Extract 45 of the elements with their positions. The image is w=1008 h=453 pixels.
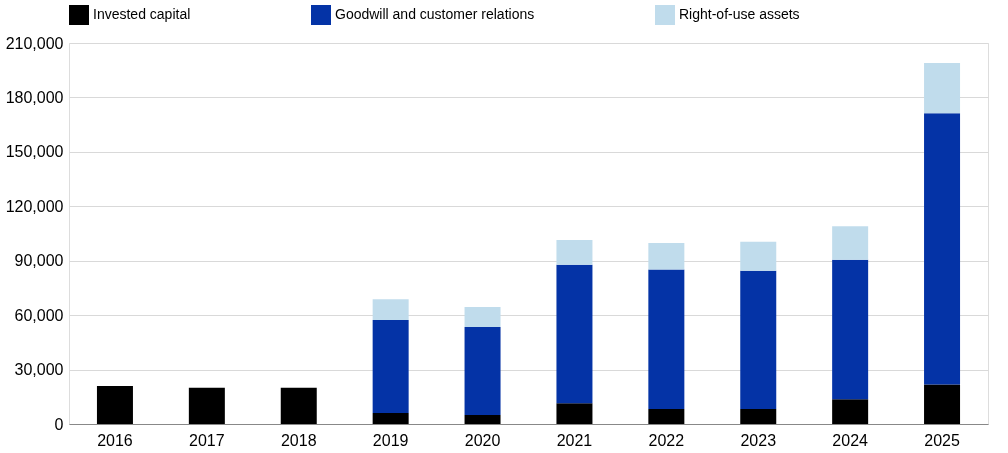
y-tick-label: 150,000 bbox=[5, 143, 64, 161]
legend-label: Invested capital bbox=[93, 6, 191, 22]
y-tick-label: 30,000 bbox=[14, 361, 64, 379]
bar bbox=[372, 320, 409, 414]
y-tick-label: 60,000 bbox=[14, 306, 64, 324]
bar bbox=[924, 384, 961, 424]
y-tick-label: 180,000 bbox=[5, 88, 64, 106]
bar bbox=[924, 62, 961, 114]
y-tick-label: 120,000 bbox=[5, 197, 64, 215]
y-tick-label: 90,000 bbox=[14, 252, 64, 270]
bar bbox=[648, 242, 685, 270]
bar bbox=[464, 306, 501, 327]
y-tick-label: 210,000 bbox=[5, 34, 64, 52]
bar bbox=[556, 240, 593, 265]
x-tick-label: 2016 bbox=[97, 431, 133, 449]
x-tick-label: 2019 bbox=[372, 431, 409, 449]
bar bbox=[648, 409, 685, 424]
bar bbox=[464, 326, 501, 415]
legend-label: Goodwill and customer relations bbox=[335, 6, 535, 22]
bar bbox=[556, 264, 593, 404]
x-tick-label: 2020 bbox=[464, 431, 501, 449]
x-tick-label: 2024 bbox=[832, 431, 869, 449]
bar bbox=[556, 403, 593, 424]
bar bbox=[740, 409, 777, 424]
legend-label: Right-of-use assets bbox=[679, 6, 800, 22]
bar bbox=[740, 241, 777, 271]
bar bbox=[740, 270, 777, 410]
bar bbox=[464, 414, 501, 424]
x-tick-label: 2025 bbox=[924, 431, 960, 449]
x-tick-label: 2021 bbox=[556, 431, 593, 449]
bar bbox=[832, 399, 869, 424]
bar bbox=[924, 113, 961, 385]
x-tick-label: 2018 bbox=[280, 431, 317, 449]
bar bbox=[832, 259, 869, 400]
bar bbox=[96, 385, 133, 424]
bar bbox=[372, 413, 409, 424]
bar bbox=[832, 226, 869, 260]
bar bbox=[372, 299, 409, 321]
bar bbox=[188, 387, 225, 424]
bar bbox=[280, 387, 317, 424]
x-tick-label: 2017 bbox=[189, 431, 225, 449]
y-tick-label: 0 bbox=[54, 415, 64, 433]
x-tick-label: 2022 bbox=[648, 431, 685, 449]
x-tick-label: 2023 bbox=[740, 431, 777, 449]
bar bbox=[648, 269, 685, 410]
